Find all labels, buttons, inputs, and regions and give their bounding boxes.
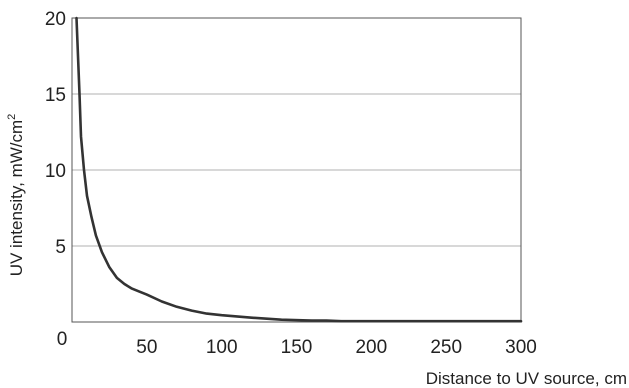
y-tick-label: 20 (45, 9, 66, 30)
x-tick-label: 200 (355, 337, 387, 358)
y-axis-label-superscript: 2 (6, 114, 18, 120)
x-axis-label: Distance to UV source, cm (426, 369, 627, 388)
series-line (75, 16, 523, 323)
y-axis-label-main: UV intensity, mW/cm (7, 120, 26, 276)
origin-tick-label: 0 (57, 329, 68, 350)
gridlines (72, 17, 521, 247)
y-tick-labels: 5 10 15 20 (45, 9, 66, 258)
x-tick-label: 50 (136, 337, 157, 358)
y-tick-label: 15 (45, 85, 66, 106)
y-tick-label: 5 (55, 237, 66, 258)
y-tick-label: 10 (45, 161, 66, 182)
plot-frame (71, 17, 522, 323)
series-layer (75, 16, 523, 323)
x-tick-label: 250 (430, 337, 462, 358)
x-tick-label: 150 (281, 337, 313, 358)
x-tick-label: 300 (505, 337, 537, 358)
x-tick-label: 100 (206, 337, 238, 358)
x-tick-labels: 50 100 150 200 250 300 (136, 337, 537, 358)
y-axis-label: UV intensity, mW/cm2 (6, 114, 26, 277)
plot-border (71, 17, 522, 323)
